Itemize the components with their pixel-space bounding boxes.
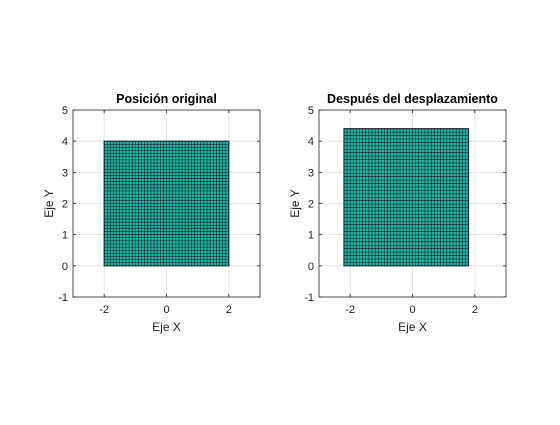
chart-1-patch-outline: [103, 140, 230, 267]
chart-1-y-tick-label: 4: [62, 136, 68, 148]
chart-1-y-axis-label: Eje Y: [42, 189, 56, 217]
chart-1-y-tick-label: -1: [58, 292, 68, 304]
chart-2-title: Después del desplazamiento: [327, 92, 498, 106]
chart-1-x-tick-label: 2: [226, 304, 232, 316]
chart-2-y-tick-label: 2: [308, 199, 314, 211]
chart-1-y-tick-label: 0: [62, 261, 68, 273]
chart-1-title: Posición original: [116, 92, 217, 106]
chart-2-y-tick-label: 3: [308, 167, 314, 179]
chart-1-x-tick-label: -2: [99, 304, 109, 316]
chart-1-patch-mesh: [103, 140, 230, 267]
chart-2-x-tick-label: -2: [345, 304, 355, 316]
chart-2-y-tick-label: 0: [308, 261, 314, 273]
chart-1-y-tick-label: 3: [62, 167, 68, 179]
chart-2-y-tick-label: 1: [308, 230, 314, 242]
chart-2-axes: -2 0 2 -1 0 1 2 3 4 5 Eje X Eje Y Después del despla…: [288, 92, 507, 334]
chart-1-y-tick-label: 1: [62, 230, 68, 242]
chart-2-y-tick-label: -1: [304, 292, 314, 304]
chart-1-x-tick-label: 0: [163, 304, 169, 316]
chart-2-x-axis-label: Eje X: [398, 320, 427, 334]
chart-2-patch-outline: [343, 128, 470, 267]
chart-1-axes: -2 0 2 -1 0 1 2 3 4 5 Eje X Eje Y Posición original: [42, 92, 261, 334]
chart-1-x-axis-label: Eje X: [152, 320, 181, 334]
chart-2-y-tick-label: 5: [308, 105, 314, 117]
chart-2-x-tick-label: 2: [472, 304, 478, 316]
chart-2-y-axis-label: Eje Y: [288, 189, 302, 217]
chart-1-y-tick-label: 5: [62, 105, 68, 117]
chart-2-y-tick-label: 4: [308, 136, 314, 148]
chart-2-x-tick-label: 0: [409, 304, 415, 316]
chart-2-patch-mesh: [343, 128, 469, 267]
chart-1-y-tick-label: 2: [62, 199, 68, 211]
